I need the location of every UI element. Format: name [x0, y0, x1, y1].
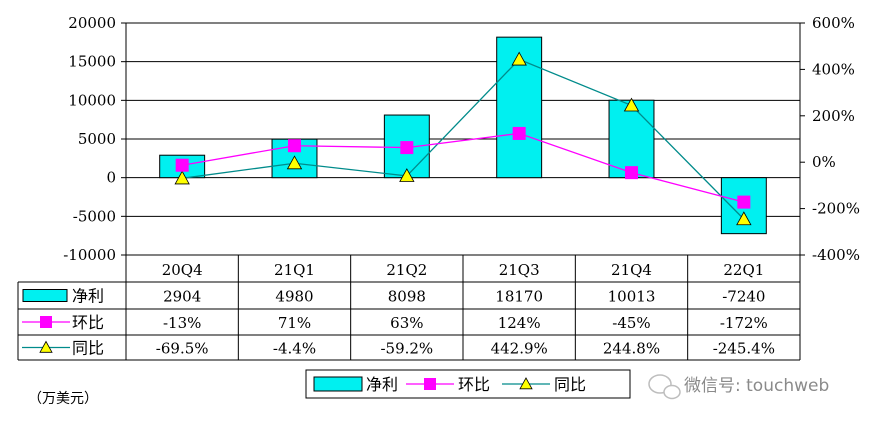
legend-label-qoq: 环比 — [458, 375, 490, 394]
data-label: 71% — [278, 314, 311, 332]
x-tick-label: 21Q3 — [499, 261, 540, 279]
legend-label-net-profit: 净利 — [366, 375, 398, 394]
y-right-tick-label: -200% — [812, 200, 860, 218]
y-left-tick-label: 20000 — [68, 14, 116, 32]
yoy-point-20Q4 — [174, 170, 190, 185]
x-tick-label: 21Q1 — [274, 261, 315, 279]
yoy-point-21Q2 — [399, 168, 415, 182]
watermark-text: 微信号: touchweb — [684, 376, 829, 396]
data-label: 442.9% — [491, 340, 548, 358]
unit-note: （万美元） — [28, 391, 98, 407]
y-left-tick-label: -5000 — [73, 207, 116, 225]
yoy-point-21Q3 — [511, 51, 527, 66]
x-tick-label: 21Q2 — [386, 261, 427, 279]
qoq-point-21Q4 — [625, 166, 638, 180]
legend-marker-yoy — [519, 377, 533, 390]
x-tick-label: 21Q4 — [611, 261, 652, 279]
y-right-tick-label: 0% — [812, 153, 836, 171]
table-row-name: 环比 — [72, 313, 104, 332]
data-label: 244.8% — [603, 340, 660, 358]
qoq-point-21Q2 — [400, 141, 414, 155]
data-label: -245.4% — [713, 340, 775, 358]
data-label: -172% — [720, 314, 768, 332]
y-right-tick-label: 200% — [812, 107, 855, 125]
wechat-icon — [648, 374, 681, 400]
legend-swatch-bar — [313, 376, 363, 392]
table-row-name: 净利 — [72, 287, 104, 306]
y-left-tick-label: 0 — [106, 169, 116, 187]
x-tick-label: 22Q1 — [723, 261, 764, 279]
yoy-point-21Q1 — [286, 155, 303, 170]
data-label: 124% — [498, 314, 541, 332]
table-legend-marker-qoq — [40, 316, 52, 328]
data-label: 18170 — [495, 288, 543, 306]
legend-marker-qoq — [424, 378, 436, 390]
x-tick-label: 20Q4 — [162, 261, 203, 279]
qoq-line — [182, 132, 744, 203]
data-label: -59.2% — [380, 340, 433, 358]
qoq-point-21Q1 — [288, 139, 301, 153]
data-label: -13% — [163, 314, 201, 332]
data-label: 4980 — [275, 288, 313, 306]
data-label: -45% — [612, 314, 650, 332]
data-label: -69.5% — [156, 340, 209, 358]
table-legend-swatch-bar — [22, 289, 68, 302]
table-legend-marker-yoy — [39, 340, 53, 353]
data-label: 10013 — [608, 288, 656, 306]
data-label: -4.4% — [273, 340, 316, 358]
bar-21Q4 — [608, 99, 655, 179]
y-right-tick-label: 600% — [812, 14, 855, 32]
wechat-bubble-large — [648, 374, 672, 394]
y-left-tick-label: 5000 — [78, 130, 116, 148]
qoq-point-21Q3 — [512, 126, 526, 140]
y-right-tick-label: 400% — [812, 60, 855, 78]
wechat-bubble-small — [663, 384, 681, 400]
table-row-name: 同比 — [72, 339, 104, 358]
qoq-point-20Q4 — [175, 158, 189, 172]
qoq-point-22Q1 — [737, 195, 751, 209]
data-label: 63% — [390, 314, 423, 332]
data-label: 2904 — [163, 288, 201, 306]
y-left-tick-label: 15000 — [68, 53, 116, 71]
data-label: -7240 — [722, 288, 765, 306]
legend-label-yoy: 同比 — [554, 375, 586, 394]
y-right-tick-label: -400% — [812, 246, 860, 264]
data-label: 8098 — [388, 288, 426, 306]
y-left-tick-label: -10000 — [63, 246, 116, 264]
y-left-tick-label: 10000 — [68, 91, 116, 109]
yoy-point-22Q1 — [736, 211, 752, 226]
yoy-line — [182, 58, 745, 220]
bar-21Q3 — [496, 36, 543, 179]
yoy-point-21Q4 — [623, 97, 640, 112]
